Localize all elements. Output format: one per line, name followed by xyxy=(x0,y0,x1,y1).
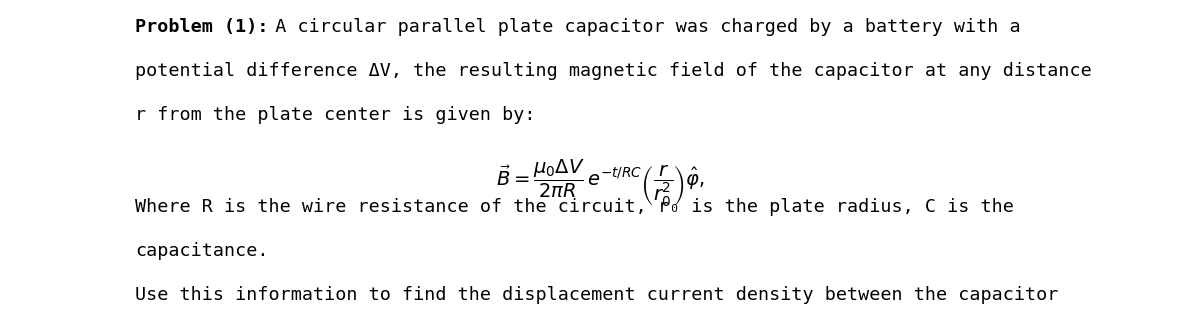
Text: Use this information to find the displacement current density between the capaci: Use this information to find the displac… xyxy=(134,286,1058,304)
Text: potential difference ΔV, the resulting magnetic field of the capacitor at any di: potential difference ΔV, the resulting m… xyxy=(134,62,1092,80)
Text: Where R is the wire resistance of the circuit, r₀ is the plate radius, C is the: Where R is the wire resistance of the ci… xyxy=(134,198,1014,216)
Text: A circular parallel plate capacitor was charged by a battery with a: A circular parallel plate capacitor was … xyxy=(253,18,1021,36)
Text: $\vec{B} = \dfrac{\mu_0 \Delta V}{2\pi R}\,e^{-t/RC}\left(\dfrac{r}{r_0^2}\right: $\vec{B} = \dfrac{\mu_0 \Delta V}{2\pi R… xyxy=(496,158,704,209)
Text: capacitance.: capacitance. xyxy=(134,242,269,260)
Text: Problem (1):: Problem (1): xyxy=(134,18,269,36)
Text: r from the plate center is given by:: r from the plate center is given by: xyxy=(134,106,535,124)
